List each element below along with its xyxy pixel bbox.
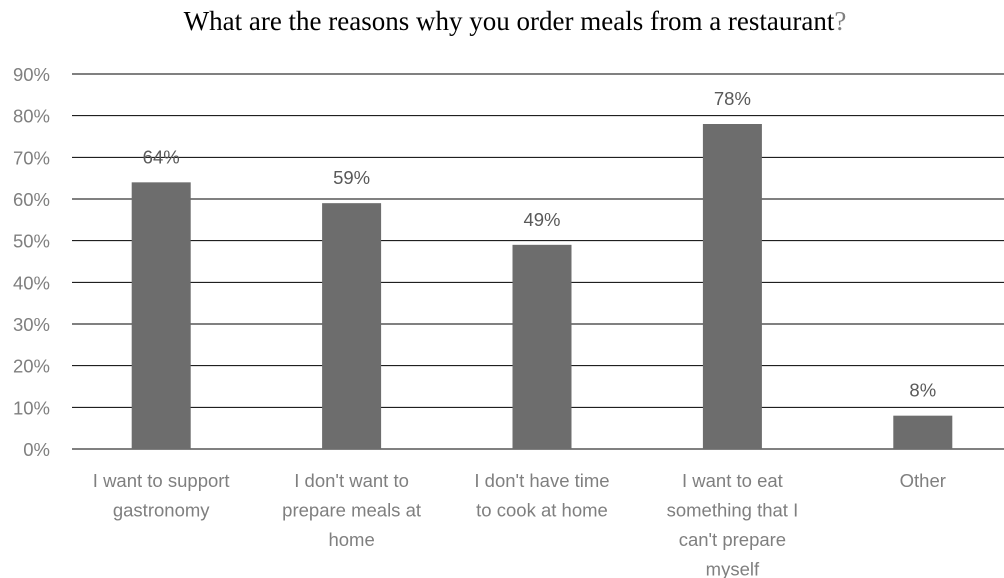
y-tick-label: 90%: [13, 64, 50, 85]
chart-title-question-mark: ?: [834, 6, 847, 36]
category-label-line: home: [328, 529, 374, 550]
data-label: 78%: [714, 88, 751, 109]
y-tick-label: 70%: [13, 147, 50, 168]
y-tick-label: 20%: [13, 356, 50, 377]
category-label-line: gastronomy: [113, 500, 210, 521]
data-label: 59%: [333, 167, 370, 188]
category-label-line: to cook at home: [476, 500, 608, 521]
bar: [131, 182, 191, 450]
category-label: Other: [900, 470, 946, 491]
category-label-line: prepare meals at: [282, 500, 421, 521]
bar: [702, 124, 762, 449]
data-labels: 64% 59% 49% 78% 8%: [143, 88, 936, 401]
category-label: I want to support gastronomy: [93, 470, 230, 521]
category-label-line: I don't want to: [294, 470, 409, 491]
y-tick-label: 60%: [13, 189, 50, 210]
bar: [322, 203, 382, 449]
category-label: I don't have time to cook at home: [474, 470, 609, 521]
category-label: I don't want to prepare meals at home: [282, 470, 421, 550]
data-label: 49%: [523, 209, 560, 230]
bar: [512, 244, 572, 449]
y-tick-label: 30%: [13, 314, 50, 335]
category-label-line: I don't have time: [474, 470, 609, 491]
category-label-line: can't prepare: [679, 529, 786, 550]
category-label-line: myself: [706, 559, 760, 578]
chart-title: What are the reasons why you order meals…: [0, 6, 1004, 37]
gridlines: [72, 73, 1004, 450]
data-label: 64%: [143, 146, 180, 167]
category-label-line: Other: [900, 470, 946, 491]
category-label: I want to eat something that I can't prepa…: [667, 470, 799, 578]
y-axis-ticks: 0% 10% 20% 30% 40% 50% 60% 70% 80% 90%: [13, 64, 50, 460]
bars: [131, 124, 953, 450]
x-axis-categories: I want to support gastronomy I don't want …: [93, 470, 946, 578]
y-tick-label: 10%: [13, 397, 50, 418]
y-tick-label: 40%: [13, 272, 50, 293]
y-tick-label: 80%: [13, 106, 50, 127]
y-tick-label: 50%: [13, 231, 50, 252]
bar: [893, 415, 953, 449]
category-label-line: I want to eat: [682, 470, 783, 491]
chart-title-text: What are the reasons why you order meals…: [183, 6, 835, 36]
data-label: 8%: [909, 380, 936, 401]
category-label-line: I want to support: [93, 470, 230, 491]
category-label-line: something that I: [667, 500, 799, 521]
y-tick-label: 0%: [23, 439, 50, 460]
